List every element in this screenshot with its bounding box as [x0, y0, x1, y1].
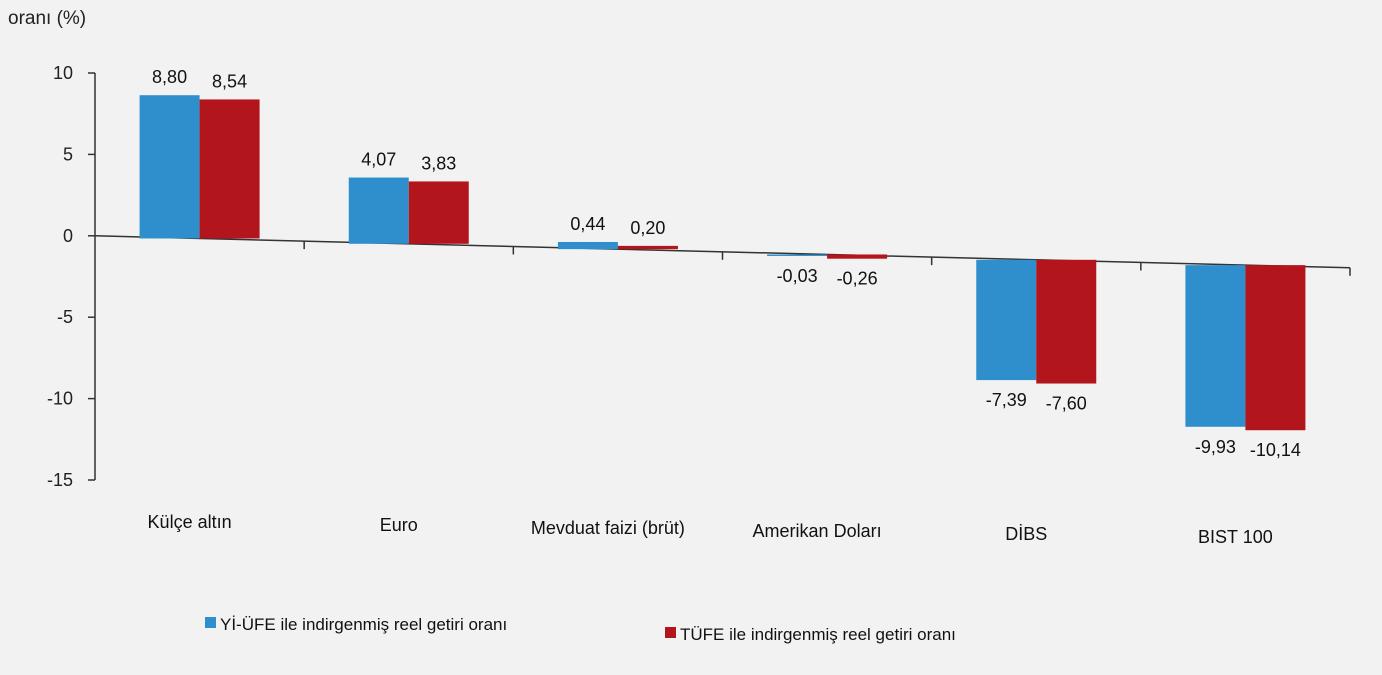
- bar-series-2: [827, 254, 888, 259]
- legend-swatch: [205, 617, 216, 628]
- value-labels: 8,80 8,544,07 3,830,44 0,20-0,03 -0,26-7,39-…: [152, 67, 1301, 460]
- category-label: Külçe altın: [148, 512, 232, 532]
- legend-label: TÜFE ile indirgenmiş reel getiri oranı: [680, 625, 956, 644]
- y-tick-label: 10: [53, 63, 73, 83]
- x-axis-line: [94, 235, 1351, 269]
- category-label: Euro: [380, 515, 418, 535]
- bar-series-2: [617, 245, 678, 250]
- bars: [139, 95, 1306, 431]
- data-label: 8,54: [212, 71, 247, 91]
- data-label: 8,80: [152, 67, 187, 87]
- legend-label: Yİ-ÜFE ile indirgenmiş reel getiri oranı: [220, 615, 507, 634]
- bar-series-1: [557, 241, 618, 250]
- data-label: -0,26: [837, 269, 878, 289]
- data-label: -7,39: [986, 390, 1027, 410]
- y-axis-label: oranı (%): [8, 8, 86, 29]
- axes: [88, 72, 1351, 481]
- bar-series-2: [199, 99, 260, 239]
- category-label: Amerikan Doları: [753, 521, 882, 541]
- data-label: 0,44: [570, 214, 605, 234]
- category-label: BIST 100: [1198, 527, 1273, 547]
- category-label: Mevduat faizi (brüt): [531, 518, 685, 538]
- y-tick-label: -15: [47, 470, 73, 490]
- data-label: -10,14: [1250, 440, 1301, 460]
- data-label: -0,03: [777, 266, 818, 286]
- bar-series-2: [1036, 259, 1097, 384]
- data-label: 3,83: [421, 153, 456, 173]
- data-label: -9,93: [1195, 437, 1236, 457]
- legend-swatch: [665, 627, 676, 638]
- data-label: 0,20: [630, 218, 665, 238]
- data-label: -7,60: [1046, 394, 1087, 414]
- y-tick-label: 5: [63, 144, 73, 164]
- y-tick-label: -5: [57, 307, 73, 327]
- y-tick-label: 0: [63, 226, 73, 246]
- bar-series-1: [767, 254, 828, 256]
- bar-series-2: [1245, 265, 1306, 431]
- bar-series-1: [976, 259, 1037, 381]
- bar-series-1: [139, 95, 200, 239]
- y-tick-labels: 10 5 0 -5 -10 -15: [47, 63, 73, 490]
- y-tick-label: -10: [47, 389, 73, 409]
- category-labels: Külçe altın Euro Mevduat faizi (brüt) Ameri…: [148, 512, 1273, 547]
- legend: Yİ-ÜFE ile indirgenmiş reel getiri oranı…: [205, 615, 956, 644]
- category-label: DİBS: [1005, 524, 1047, 544]
- bar-series-2: [408, 181, 469, 244]
- bar-series-1: [348, 177, 409, 244]
- data-label: 4,07: [361, 150, 396, 170]
- bar-series-1: [1185, 265, 1246, 427]
